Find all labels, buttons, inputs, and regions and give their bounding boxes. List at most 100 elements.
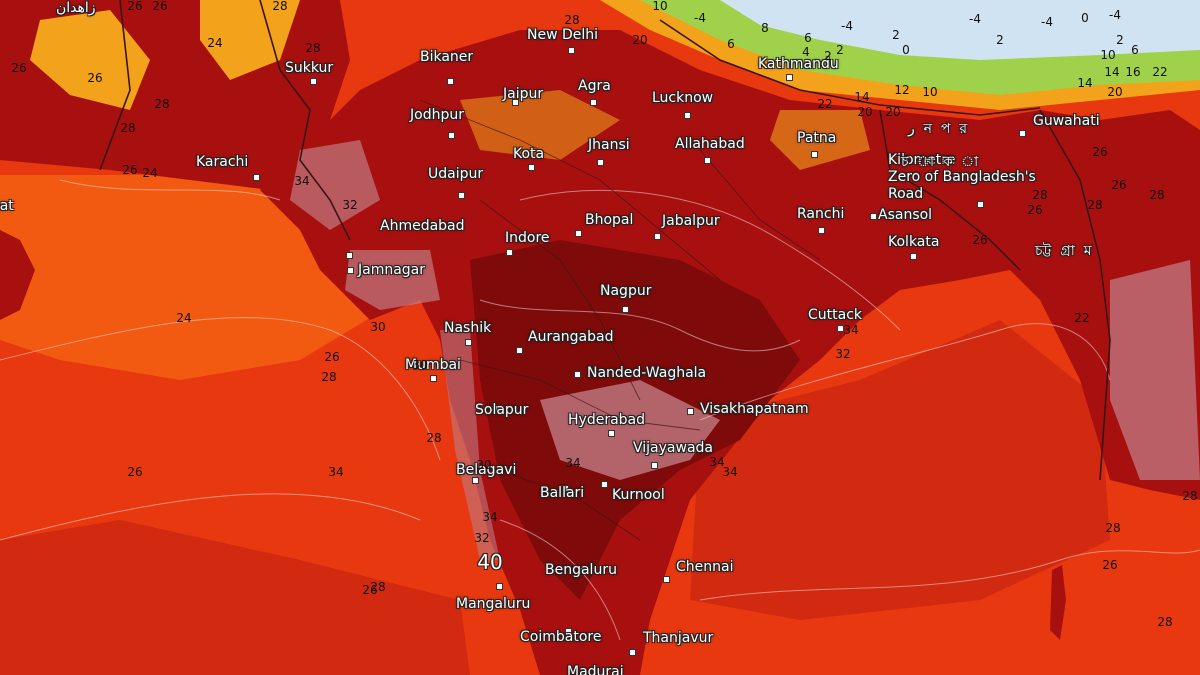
temperature-label: -4 (1041, 15, 1053, 29)
city-dot-icon (818, 227, 825, 234)
temperature-label: 26 (122, 163, 138, 177)
temperature-label: 30 (412, 358, 428, 372)
city-name: Kota (513, 146, 545, 162)
northwest-mild-hills (30, 10, 150, 110)
temperature-label: 4 (802, 45, 810, 59)
city-dot-icon (622, 306, 629, 313)
temperature-label: 26 (127, 465, 143, 479)
temperature-label: 28 (120, 121, 136, 135)
city-name: Udaipur (428, 166, 484, 182)
temperature-label: 6 (804, 31, 812, 45)
peak-heat-zone-coast (440, 330, 500, 560)
city-dot-icon (574, 371, 581, 378)
city-name: Jamnagar (358, 262, 426, 278)
temperature-label: 28 (426, 431, 442, 445)
peak-heat-zone-myanmar (1110, 260, 1200, 480)
andaman-islands (1050, 565, 1066, 640)
warm-zone-bihar (770, 110, 870, 170)
city-name: Hyderabad (568, 412, 645, 428)
city-dot-icon (579, 567, 586, 574)
temperature-label: 34 (294, 174, 310, 188)
temperature-label: 28 (272, 0, 288, 13)
temperature-label: 34 (565, 456, 581, 470)
city-name: Ahmedabad (380, 218, 465, 234)
temperature-label: 26 (324, 350, 340, 364)
city-name: cat (0, 198, 14, 214)
temperature-label: 20 (632, 33, 648, 47)
city-dot-icon (608, 430, 615, 437)
city-name: Vijayawada (633, 440, 713, 456)
city-dot-icon (590, 99, 597, 106)
city-name: New Delhi (527, 27, 599, 43)
city-dot-icon (458, 192, 465, 199)
temperature-label: 20 (857, 105, 873, 119)
temperature-label: 2 (836, 43, 844, 57)
city-name: Nashik (444, 320, 492, 336)
city-name: Sukkur (285, 60, 334, 76)
temperature-label: 22 (1074, 311, 1090, 325)
city-name: Lucknow (652, 90, 714, 106)
city-dot-icon (811, 151, 818, 158)
temperature-label: 24 (142, 166, 158, 180)
city-name: Ballari (540, 485, 585, 501)
city-dot-icon (310, 78, 317, 85)
city-name: Thanjavur (643, 630, 714, 646)
bay-of-bengal-hot-zone (690, 320, 1110, 620)
city-dot-icon (496, 583, 503, 590)
city-name: Coimbatore (520, 629, 602, 645)
city-dot-icon (495, 405, 502, 412)
city-dot-icon (448, 132, 455, 139)
city-name: Kurnool (612, 487, 665, 503)
city-name: Asansol (878, 207, 933, 223)
peak-heat-zone-central (540, 380, 720, 480)
city-dot-icon (910, 253, 917, 260)
temperature-label: 12 (894, 83, 910, 97)
temperature-label: 0 (902, 43, 910, 57)
city-name: চ া ক া (901, 154, 979, 170)
temperature-label: 10 (922, 85, 938, 99)
temperature-label: 40 (477, 550, 503, 574)
temperature-label: 32 (342, 198, 358, 212)
city-dot-icon (447, 78, 454, 85)
city-dot-icon (601, 481, 608, 488)
city-dot-icon (837, 325, 844, 332)
city-name: Kilometre Zero of Bangladesh's Road (888, 152, 1036, 202)
temperature-label: 2 (824, 49, 832, 63)
temperature-label: -4 (1109, 8, 1121, 22)
temperature-label: 26 (127, 0, 143, 13)
city-dot-icon (684, 112, 691, 119)
city-dot-icon (580, 670, 587, 675)
city-name: Agra (578, 78, 611, 94)
southern-sea-hot-zone (0, 520, 470, 675)
western-landmass-edge (0, 230, 35, 320)
city-name: Indore (505, 230, 550, 246)
city-dot-icon (562, 485, 569, 492)
temperature-label: 34 (328, 465, 344, 479)
contour-lines (0, 179, 1200, 641)
city-dot-icon (506, 249, 513, 256)
city-dot-icon (663, 576, 670, 583)
temperature-label: 10 (652, 0, 668, 13)
temperature-label: 32 (835, 347, 851, 361)
city-name: زاهدان (56, 0, 96, 16)
city-dot-icon (512, 99, 519, 106)
city-name: Kolkata (888, 234, 940, 250)
temperature-label: -4 (841, 19, 853, 33)
city-name: Mumbai (405, 357, 461, 373)
temperature-label: 28 (370, 580, 386, 594)
city-dot-icon (568, 47, 575, 54)
city-name: Jaipur (503, 86, 544, 102)
country-borders (99, 0, 1111, 481)
city-name: Patna (797, 130, 837, 146)
city-name: Nanded-Waghala (587, 365, 707, 381)
city-name: Karachi (196, 154, 249, 170)
temperature-label: 26 (152, 0, 168, 13)
temperature-label: 26 (362, 583, 378, 597)
peak-heat-zone-gujarat (345, 250, 440, 310)
temperature-label: 14 (854, 90, 870, 104)
city-dot-icon (687, 408, 694, 415)
temperature-label: 28 (1157, 615, 1173, 629)
city-dot-icon (347, 267, 354, 274)
city-dot-icon (575, 230, 582, 237)
